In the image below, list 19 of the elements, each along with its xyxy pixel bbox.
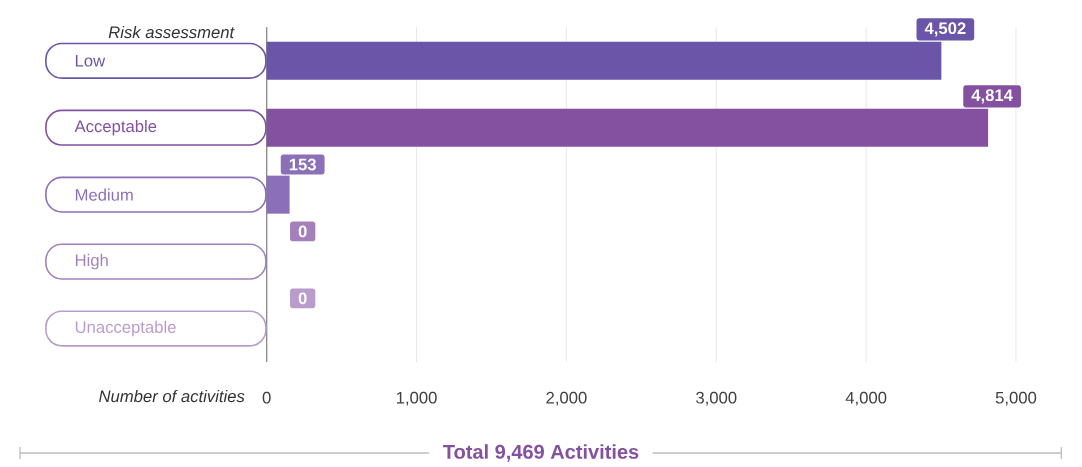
data-label: 0: [298, 292, 307, 305]
data-label: 0: [298, 225, 307, 238]
y-tick-label: Acceptable: [74, 119, 157, 136]
x-tick-label: 5,000: [995, 391, 1037, 406]
y-tick-label: Medium: [75, 188, 133, 201]
y-tick-label: Low: [75, 54, 106, 67]
x-tick-label: 4,000: [845, 391, 887, 406]
y-tick-label: Unacceptable: [75, 320, 176, 337]
data-label: 4,814: [971, 89, 1013, 104]
y-axis-title: Risk assessment: [108, 25, 235, 39]
data-label: 153: [289, 158, 316, 171]
x-tick-label: 2,000: [546, 391, 587, 406]
y-tick-label: High: [75, 253, 108, 270]
text: Total 9,469 Activities: [443, 444, 639, 462]
x-tick-label: 0: [262, 391, 271, 404]
x-axis-title: Number of activities: [99, 389, 245, 403]
x-tick-label: 1,000: [396, 391, 437, 406]
x-tick-label: 3,000: [696, 391, 737, 406]
data-label: 4,502: [924, 22, 966, 37]
